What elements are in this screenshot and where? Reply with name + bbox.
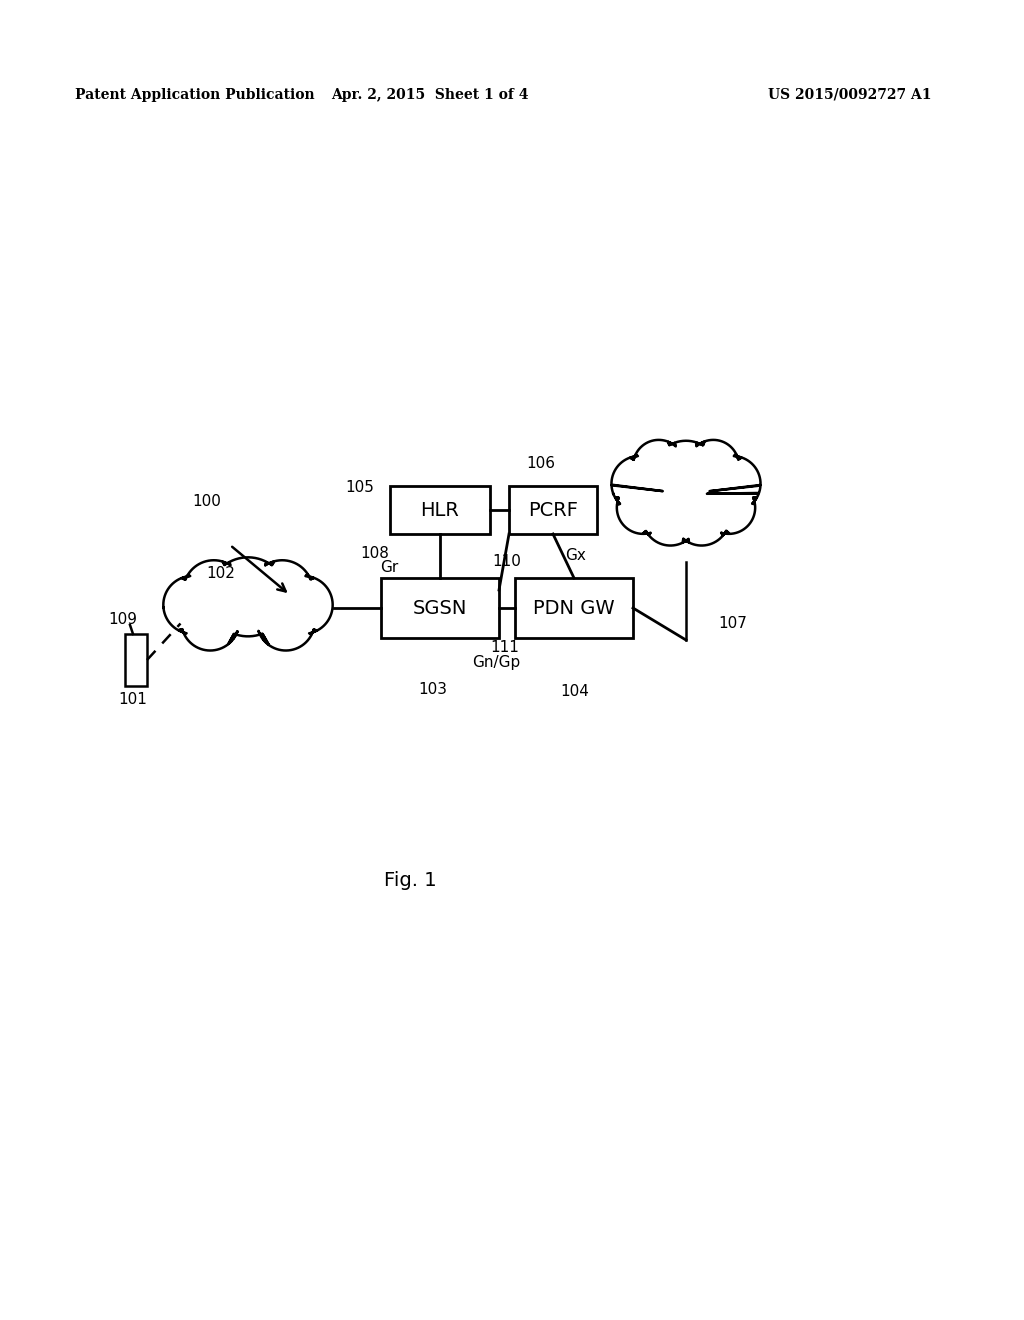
Text: 104: 104 — [560, 685, 589, 700]
Bar — [515, 578, 633, 638]
Bar — [390, 486, 490, 535]
Text: PCRF: PCRF — [528, 500, 578, 520]
Text: 103: 103 — [418, 682, 447, 697]
Text: 107: 107 — [718, 616, 746, 631]
Text: PDN GW: PDN GW — [534, 598, 614, 618]
Bar — [381, 578, 499, 638]
Text: Gn/Gp: Gn/Gp — [472, 656, 520, 671]
Text: 102: 102 — [206, 565, 234, 581]
Text: 110: 110 — [492, 554, 521, 569]
Text: US 2015/0092727 A1: US 2015/0092727 A1 — [768, 88, 932, 102]
Text: Gx: Gx — [565, 548, 586, 562]
Text: 105: 105 — [345, 479, 374, 495]
Text: Fig. 1: Fig. 1 — [384, 870, 436, 890]
Text: 106: 106 — [526, 455, 555, 470]
Text: Patent Application Publication: Patent Application Publication — [75, 88, 314, 102]
Text: 101: 101 — [118, 693, 146, 708]
Bar — [125, 634, 147, 686]
Bar — [509, 486, 597, 535]
Text: Apr. 2, 2015  Sheet 1 of 4: Apr. 2, 2015 Sheet 1 of 4 — [331, 88, 528, 102]
Text: 100: 100 — [193, 495, 221, 510]
Text: 111: 111 — [490, 640, 519, 656]
Text: SGSN: SGSN — [413, 598, 467, 618]
Text: 108: 108 — [360, 545, 389, 561]
Text: HLR: HLR — [421, 500, 460, 520]
Text: 109: 109 — [108, 612, 137, 627]
Text: Gr: Gr — [380, 561, 398, 576]
